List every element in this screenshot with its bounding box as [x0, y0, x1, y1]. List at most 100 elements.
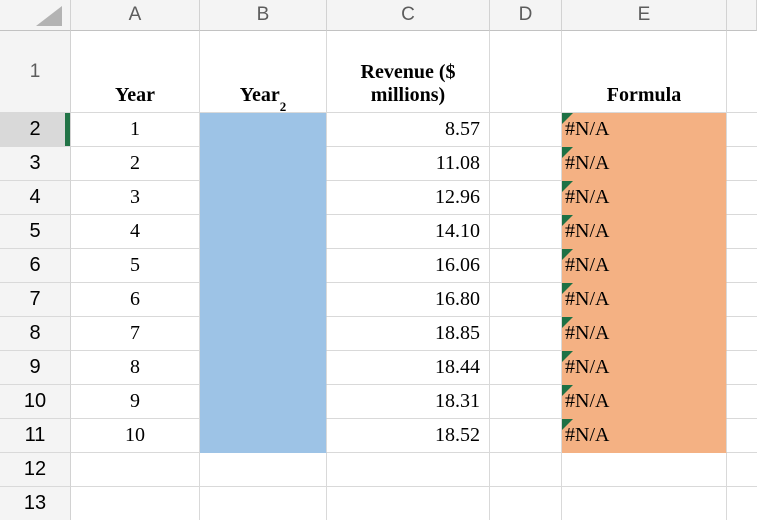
row-header-7[interactable]: 7	[0, 283, 71, 317]
row-header-9[interactable]: 9	[0, 351, 71, 385]
cell-e3-formula-value[interactable]: #N/A	[562, 147, 727, 181]
cell-b13-year-squared-value[interactable]	[200, 487, 327, 520]
cell-e5-formula-value[interactable]: #N/A	[562, 215, 727, 249]
cell-e6-formula-value[interactable]: #N/A	[562, 249, 727, 283]
cell-f4-partial[interactable]	[727, 181, 757, 215]
cell-e1-formula-header[interactable]: Formula	[562, 31, 727, 113]
row-header-1[interactable]: 1	[0, 31, 71, 113]
cell-c4-revenue-value[interactable]: 12.96	[327, 181, 490, 215]
cell-f9-partial[interactable]	[727, 351, 757, 385]
cell-f10-partial[interactable]	[727, 385, 757, 419]
cell-a7-year-value[interactable]: 6	[71, 283, 200, 317]
spreadsheet-row-8: 8 7 18.85 #N/A	[0, 317, 757, 351]
cell-a1-year-header[interactable]: Year	[71, 31, 200, 113]
column-header-partial[interactable]	[727, 0, 757, 31]
cell-d13[interactable]	[490, 487, 562, 520]
cell-e11-formula-value[interactable]: #N/A	[562, 419, 727, 453]
cell-a5-year-value[interactable]: 4	[71, 215, 200, 249]
cell-b2-year-squared-value[interactable]	[200, 113, 327, 147]
cell-f3-partial[interactable]	[727, 147, 757, 181]
cell-e9-formula-value[interactable]: #N/A	[562, 351, 727, 385]
cell-d4[interactable]	[490, 181, 562, 215]
column-header-d[interactable]: D	[490, 0, 562, 31]
cell-e8-formula-value[interactable]: #N/A	[562, 317, 727, 351]
column-header-a[interactable]: A	[71, 0, 200, 31]
cell-d8[interactable]	[490, 317, 562, 351]
cell-b5-year-squared-value[interactable]	[200, 215, 327, 249]
cell-a4-year-value[interactable]: 3	[71, 181, 200, 215]
cell-c3-revenue-value[interactable]: 11.08	[327, 147, 490, 181]
cell-b3-year-squared-value[interactable]	[200, 147, 327, 181]
cell-c10-revenue-value[interactable]: 18.31	[327, 385, 490, 419]
cell-c8-revenue-value[interactable]: 18.85	[327, 317, 490, 351]
row-header-5[interactable]: 5	[0, 215, 71, 249]
cell-b9-year-squared-value[interactable]	[200, 351, 327, 385]
cell-e12-formula-value[interactable]	[562, 453, 727, 487]
cell-c2-revenue-value[interactable]: 8.57	[327, 113, 490, 147]
cell-d7[interactable]	[490, 283, 562, 317]
cell-f5-partial[interactable]	[727, 215, 757, 249]
cell-b1-year-squared-header[interactable]: Year 2	[200, 31, 327, 113]
column-header-e[interactable]: E	[562, 0, 727, 31]
cell-f11-partial[interactable]	[727, 419, 757, 453]
cell-e2-formula-value[interactable]: #N/A	[562, 113, 727, 147]
row-header-2[interactable]: 2	[0, 113, 71, 147]
cell-c1-revenue-header[interactable]: Revenue ($ millions)	[327, 31, 490, 113]
cell-f2-partial[interactable]	[727, 113, 757, 147]
cell-b8-year-squared-value[interactable]	[200, 317, 327, 351]
cell-d9[interactable]	[490, 351, 562, 385]
cell-c11-revenue-value[interactable]: 18.52	[327, 419, 490, 453]
cell-b6-year-squared-value[interactable]	[200, 249, 327, 283]
cell-f12-partial[interactable]	[727, 453, 757, 487]
cell-c5-revenue-value[interactable]: 14.10	[327, 215, 490, 249]
cell-f8-partial[interactable]	[727, 317, 757, 351]
row-header-13[interactable]: 13	[0, 487, 71, 520]
column-header-b[interactable]: B	[200, 0, 327, 31]
cell-c6-revenue-value[interactable]: 16.06	[327, 249, 490, 283]
cell-d5[interactable]	[490, 215, 562, 249]
cell-d10[interactable]	[490, 385, 562, 419]
cell-f1-partial[interactable]	[727, 31, 757, 113]
row-header-8[interactable]: 8	[0, 317, 71, 351]
cell-a3-year-value[interactable]: 2	[71, 147, 200, 181]
cell-c9-revenue-value[interactable]: 18.44	[327, 351, 490, 385]
row-header-3[interactable]: 3	[0, 147, 71, 181]
cell-d1[interactable]	[490, 31, 562, 113]
cell-d11[interactable]	[490, 419, 562, 453]
cell-f7-partial[interactable]	[727, 283, 757, 317]
cell-a13-year-value[interactable]	[71, 487, 200, 520]
cell-d6[interactable]	[490, 249, 562, 283]
row-header-4[interactable]: 4	[0, 181, 71, 215]
cell-c12-revenue-value[interactable]	[327, 453, 490, 487]
column-header-c[interactable]: C	[327, 0, 490, 31]
row-header-6[interactable]: 6	[0, 249, 71, 283]
cell-a9-year-value[interactable]: 8	[71, 351, 200, 385]
cell-f13-partial[interactable]	[727, 487, 757, 520]
select-all-button[interactable]	[0, 0, 71, 31]
row-header-10[interactable]: 10	[0, 385, 71, 419]
cell-a6-year-value[interactable]: 5	[71, 249, 200, 283]
cell-b10-year-squared-value[interactable]	[200, 385, 327, 419]
cell-d3[interactable]	[490, 147, 562, 181]
error-value-text: #N/A	[565, 186, 610, 208]
cell-a11-year-value[interactable]: 10	[71, 419, 200, 453]
cell-a2-year-value[interactable]: 1	[71, 113, 200, 147]
row-header-12[interactable]: 12	[0, 453, 71, 487]
cell-f6-partial[interactable]	[727, 249, 757, 283]
cell-e7-formula-value[interactable]: #N/A	[562, 283, 727, 317]
cell-c13-revenue-value[interactable]	[327, 487, 490, 520]
cell-b7-year-squared-value[interactable]	[200, 283, 327, 317]
cell-d2[interactable]	[490, 113, 562, 147]
cell-b4-year-squared-value[interactable]	[200, 181, 327, 215]
cell-d12[interactable]	[490, 453, 562, 487]
cell-b12-year-squared-value[interactable]	[200, 453, 327, 487]
row-header-11[interactable]: 11	[0, 419, 71, 453]
cell-e13-formula-value[interactable]	[562, 487, 727, 520]
cell-c7-revenue-value[interactable]: 16.80	[327, 283, 490, 317]
cell-b11-year-squared-value[interactable]	[200, 419, 327, 453]
cell-e10-formula-value[interactable]: #N/A	[562, 385, 727, 419]
cell-e4-formula-value[interactable]: #N/A	[562, 181, 727, 215]
cell-a8-year-value[interactable]: 7	[71, 317, 200, 351]
cell-a12-year-value[interactable]	[71, 453, 200, 487]
cell-a10-year-value[interactable]: 9	[71, 385, 200, 419]
